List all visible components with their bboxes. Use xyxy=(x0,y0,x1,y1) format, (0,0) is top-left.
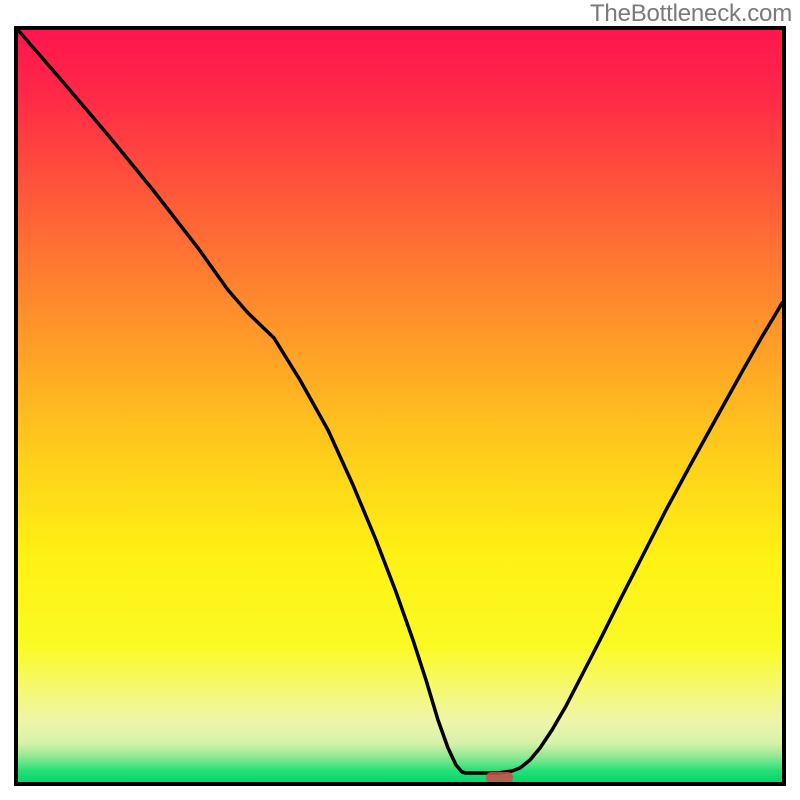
watermark-text: TheBottleneck.com xyxy=(590,0,792,28)
plot-inner xyxy=(18,30,782,782)
optimum-marker xyxy=(18,30,782,782)
figure: TheBottleneck.com xyxy=(0,0,800,800)
plot-area xyxy=(14,26,786,786)
